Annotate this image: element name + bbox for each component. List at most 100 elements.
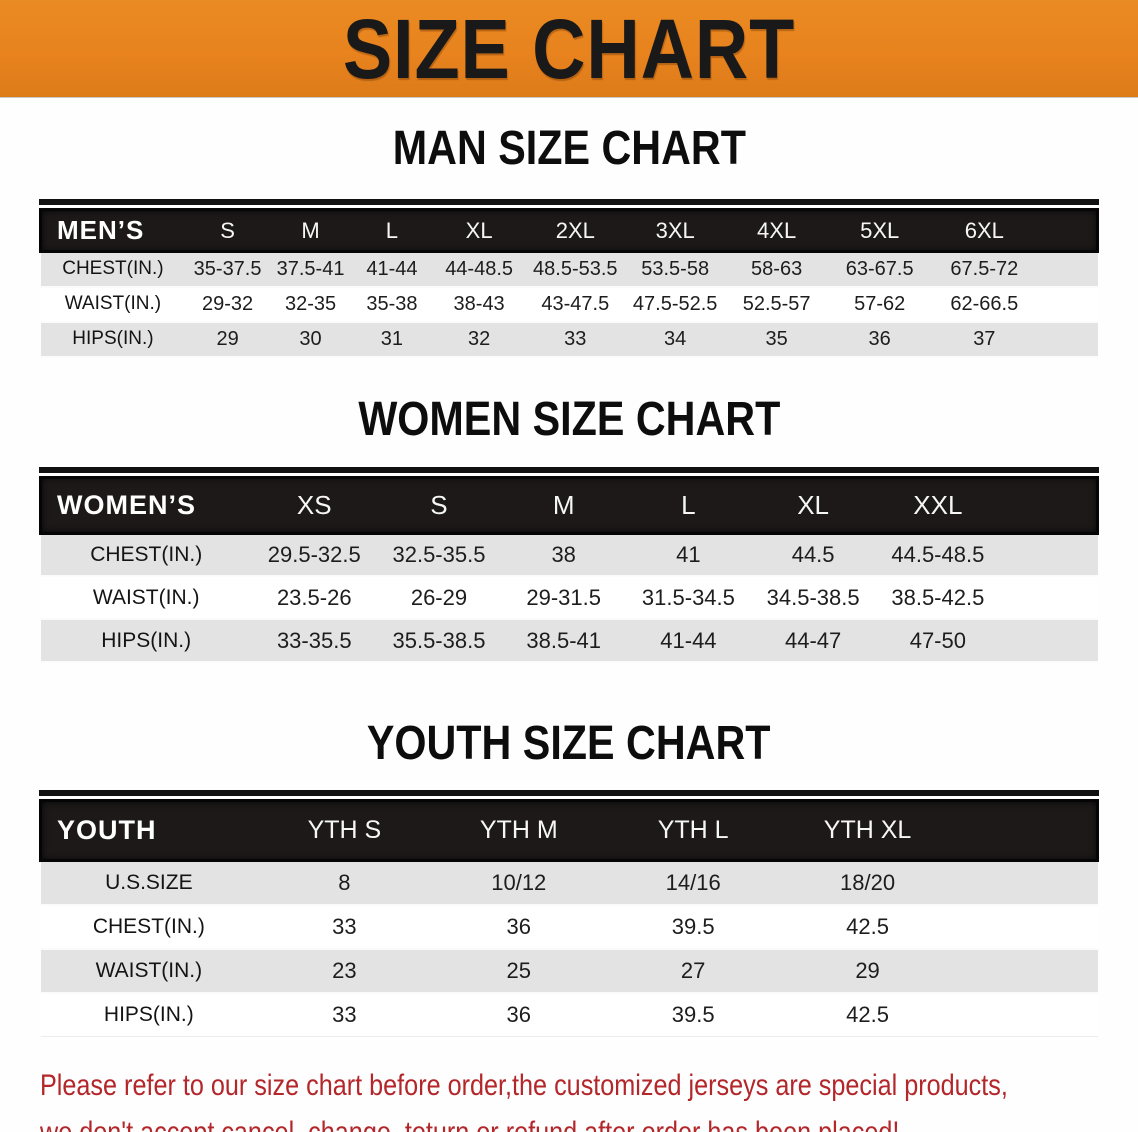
measurement-label-cell: CHEST(IN.) [90,542,203,566]
women-section-heading-text: WOMEN SIZE CHART [358,392,780,446]
measurement-value-cell: 29 [855,957,880,983]
measurement-row: CHEST(IN.) 35-37.5 37.5-41 41-44 44-48.5 48.5… [40,251,1098,287]
table-corner-label: MEN’S [57,215,145,245]
measurement-value-cell: 47-50 [909,627,966,653]
measurement-row: U.S.SIZE 8 10/12 14/16 18/20 [40,860,1098,905]
women-section-heading: WOMEN SIZE CHART [0,392,1138,446]
measurement-value-cell: 18/20 [840,869,896,895]
measurement-value-cell: 23 [332,957,357,983]
measurement-value-cell: 42.5 [846,913,889,939]
measurement-value-cell: 62-66.5 [950,292,1019,315]
spacer-cell [955,801,1098,861]
measurement-label-cell: WAIST(IN.) [92,585,200,609]
men-table-top-rule [39,199,1099,205]
size-header-cell: YTH M [479,816,558,844]
measurement-value-cell: 32-35 [284,292,337,315]
measurement-row: WAIST(IN.) 29-32 32-35 35-38 38-43 43-47.5 47.… [40,286,1098,322]
measurement-value-cell: 36 [506,913,532,939]
page-title: SIZE CHART [342,1,796,96]
youth-section-heading: YOUTH SIZE CHART [0,720,1138,768]
size-header-cell: 4XL [757,217,797,243]
measurement-label-cell: HIPS(IN.) [103,1002,194,1026]
measurement-value-cell: 33-35.5 [276,627,352,653]
measurement-value-cell: 41-44 [366,257,418,280]
spacer-cell [1000,533,1097,576]
measurement-value-cell: 44.5-48.5 [891,541,985,567]
measurement-value-cell: 27 [680,957,706,983]
measurement-value-cell: 42.5 [846,1001,889,1027]
measurement-label-cell: HIPS(IN.) [101,628,192,652]
measurement-value-cell: 26-29 [410,584,468,610]
measurement-value-cell: 34.5-38.5 [766,584,860,610]
measurement-value-cell: 33 [564,327,587,350]
measurement-row: CHEST(IN.) 29.5-32.5 32.5-35.5 38 41 44.5 44.5… [40,533,1098,576]
measurement-label-cell: WAIST(IN.) [95,958,203,982]
measurement-value-cell: 36 [506,1001,532,1027]
spacer-cell [1000,477,1097,533]
spacer-cell [1037,322,1097,357]
measurement-value-cell: 39.5 [671,1001,715,1027]
measurement-value-cell: 39.5 [671,913,715,939]
measurement-value-cell: 33 [332,913,357,939]
measurement-value-cell: 10/12 [491,869,547,895]
measurement-value-cell: 38-43 [453,292,505,315]
spacer-cell [955,993,1098,1037]
measurement-value-cell: 29-32 [202,292,254,315]
measurement-value-cell: 53.5-58 [641,257,710,280]
table-corner-label: YOUTH [57,815,157,845]
order-notice: Please refer to our size chart before or… [40,1063,1008,1132]
measurement-value-cell: 35-38 [366,292,418,315]
women-size-table-wrap: WOMEN’S XS S M L XL XXL CHEST(IN.) 29.5-32.5 32.5… [39,466,1099,664]
measurement-value-cell: 35-37.5 [193,257,262,280]
measurement-value-cell: 37.5-41 [276,257,345,280]
measurement-value-cell: 29-31.5 [526,584,601,610]
measurement-value-cell: 32.5-35.5 [392,541,486,567]
measurement-value-cell: 37 [973,327,996,350]
measurement-value-cell: 44-48.5 [445,257,514,280]
measurement-value-cell: 30 [299,327,322,350]
size-header-cell: XS [296,489,332,520]
spacer-cell [955,949,1098,993]
men-section-heading: MAN SIZE CHART [0,125,1138,173]
women-table-top-rule [39,466,1099,473]
size-header-cell: 2XL [555,217,595,243]
size-header-cell: YTH L [657,816,729,844]
banner: SIZE CHART [0,0,1138,98]
order-notice-line-2: we don't accept cancel, change, teturn o… [40,1115,900,1132]
spacer-cell [955,861,1098,905]
measurement-value-cell: 31 [380,327,404,350]
measurement-value-cell: 44.5 [791,541,835,567]
measurement-value-cell: 36 [868,327,891,350]
youth-size-table-wrap: YOUTH YTH S YTH M YTH L YTH XL U.S.SIZE 8 10/12… [39,790,1099,1037]
size-header-cell: M [552,489,575,520]
size-header-cell: YTH S [307,816,382,844]
measurement-value-cell: 31.5-34.5 [641,584,735,610]
measurement-row: WAIST(IN.) 23.5-26 26-29 29-31.5 31.5-34.5 34… [40,576,1098,619]
measurement-value-cell: 33 [332,1001,357,1027]
size-header-cell: L [681,489,696,520]
measurement-value-cell: 41 [676,541,701,567]
measurement-value-cell: 41-44 [660,627,717,653]
measurement-row: HIPS(IN.) 33 36 39.5 42.5 [40,992,1098,1037]
measurement-value-cell: 47.5-52.5 [632,292,718,315]
size-header-cell: S [430,489,448,520]
youth-table-top-rule [39,790,1099,796]
measurement-value-cell: 25 [506,957,532,983]
spacer-cell [1037,210,1097,252]
measurement-value-cell: 32 [467,327,491,350]
size-header-cell: S [220,217,235,243]
spacer-cell [1037,287,1097,322]
measurement-value-cell: 63-67.5 [845,257,914,280]
measurement-value-cell: 58-63 [751,257,803,280]
spacer-cell [1000,576,1097,619]
size-header-cell: M [301,217,320,243]
men-size-table-wrap: MEN’S S M L XL 2XL 3XL 4XL 5XL 6XL CHEST(IN.) 35-37… [39,199,1099,358]
size-header-cell: XL [797,489,830,520]
measurement-label-cell: WAIST(IN.) [64,293,162,314]
measurement-value-cell: 38 [551,541,576,567]
measurement-value-cell: 23.5-26 [276,584,352,610]
measurement-row: HIPS(IN.) 33-35.5 35.5-38.5 38.5-41 41-44 44-… [40,619,1098,662]
measurement-row: HIPS(IN.) 29 30 31 32 33 34 35 36 37 [40,321,1098,357]
size-header-row: YOUTH YTH S YTH M YTH L YTH XL [40,800,1098,861]
